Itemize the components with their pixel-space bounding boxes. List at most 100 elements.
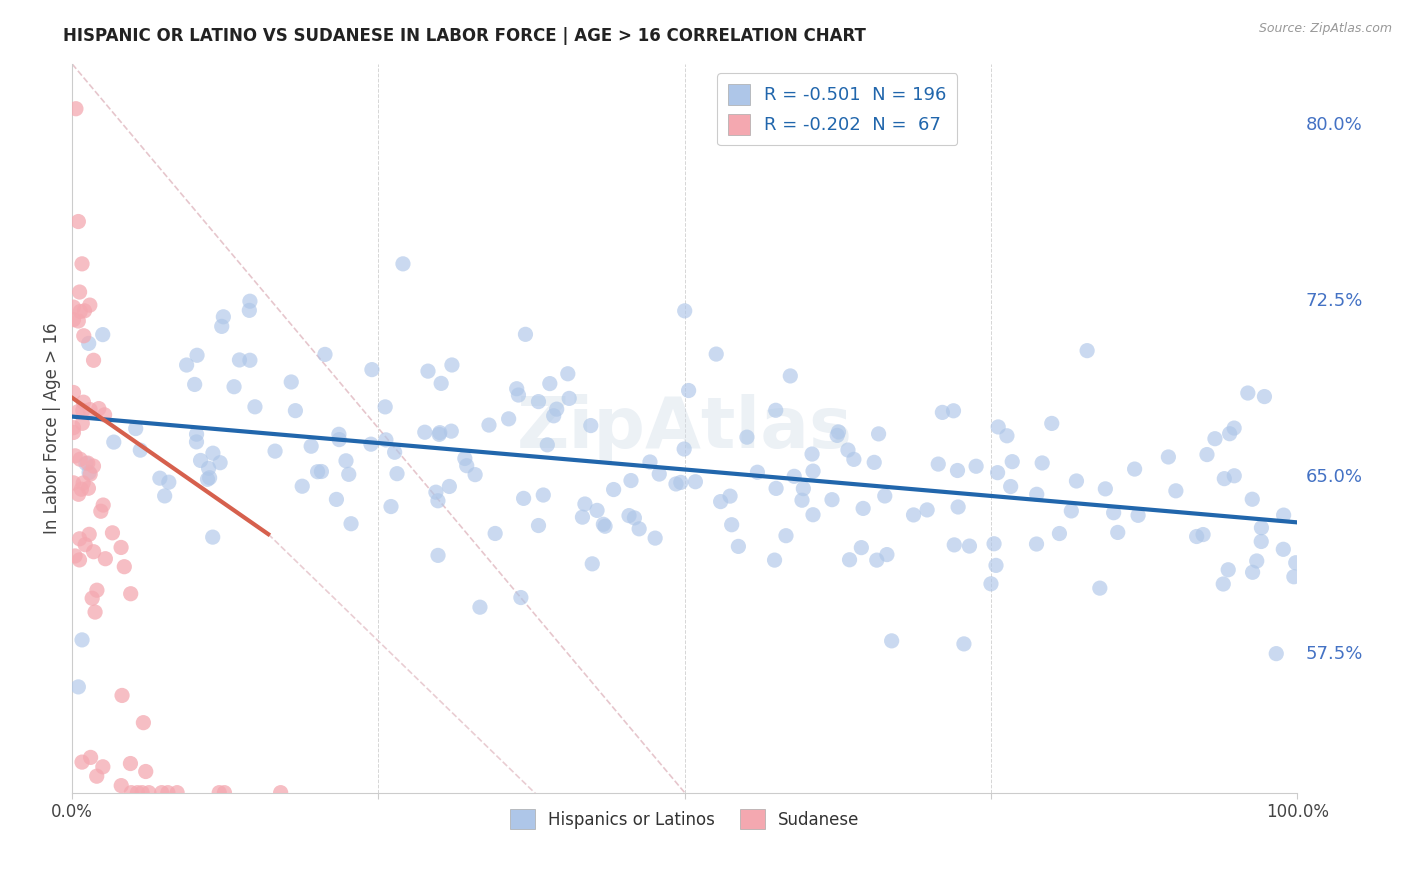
Point <box>538 376 561 391</box>
Point <box>783 469 806 483</box>
Point <box>1102 506 1125 520</box>
Point <box>337 467 360 482</box>
Point <box>1094 482 1116 496</box>
Point <box>983 537 1005 551</box>
Point <box>335 454 357 468</box>
Point <box>75 457 97 471</box>
Point <box>851 541 873 555</box>
Point <box>110 779 132 793</box>
Point <box>135 764 157 779</box>
Point <box>384 445 406 459</box>
Point <box>176 358 198 372</box>
Point <box>1031 456 1053 470</box>
Point <box>62 425 84 440</box>
Point <box>243 400 266 414</box>
Point <box>82 459 104 474</box>
Point <box>67 680 90 694</box>
Point <box>132 715 155 730</box>
Point <box>374 433 396 447</box>
Point <box>67 487 90 501</box>
Point <box>1001 455 1024 469</box>
Point <box>825 428 848 442</box>
Point <box>198 471 221 485</box>
Point <box>1213 472 1236 486</box>
Point <box>70 482 93 496</box>
Point <box>186 348 208 362</box>
Point <box>515 327 537 342</box>
Text: HISPANIC OR LATINO VS SUDANESE IN LABOR FORCE | AGE > 16 CORRELATION CHART: HISPANIC OR LATINO VS SUDANESE IN LABOR … <box>63 27 866 45</box>
Point <box>821 492 844 507</box>
Point <box>508 388 530 402</box>
Point <box>129 443 152 458</box>
Point <box>1164 483 1187 498</box>
Point <box>880 633 903 648</box>
Point <box>747 465 769 479</box>
Point <box>704 347 727 361</box>
Point <box>1218 563 1240 577</box>
Point <box>325 492 347 507</box>
Point <box>710 494 733 508</box>
Point <box>779 368 801 383</box>
Point <box>91 327 114 342</box>
Point <box>987 420 1010 434</box>
Point <box>1195 448 1218 462</box>
Point <box>527 394 550 409</box>
Point <box>291 479 314 493</box>
Point <box>66 405 89 419</box>
Point <box>546 402 568 417</box>
Point <box>110 541 132 555</box>
Point <box>543 409 565 423</box>
Point <box>801 447 824 461</box>
Point <box>67 214 90 228</box>
Point <box>69 452 91 467</box>
Point <box>648 467 671 481</box>
Point <box>852 501 875 516</box>
Point <box>673 442 696 456</box>
Point <box>239 353 262 368</box>
Point <box>127 786 149 800</box>
Point <box>211 319 233 334</box>
Point <box>775 529 797 543</box>
Point <box>1250 521 1272 535</box>
Point <box>138 786 160 800</box>
Point <box>1241 492 1264 507</box>
Point <box>62 420 84 434</box>
Point <box>623 511 645 525</box>
Point <box>83 353 105 368</box>
Point <box>222 380 245 394</box>
Point <box>837 443 859 458</box>
Point <box>617 508 640 523</box>
Point <box>1282 570 1305 584</box>
Point <box>790 493 813 508</box>
Point <box>527 518 550 533</box>
Point <box>1265 647 1288 661</box>
Point <box>1212 577 1234 591</box>
Point <box>63 549 86 563</box>
Point <box>425 485 447 500</box>
Point <box>720 517 742 532</box>
Point <box>328 427 350 442</box>
Point <box>628 522 651 536</box>
Point <box>69 532 91 546</box>
Point <box>212 310 235 324</box>
Point <box>239 294 262 309</box>
Point <box>1223 468 1246 483</box>
Point <box>1157 450 1180 464</box>
Point <box>1040 417 1063 431</box>
Point <box>536 438 558 452</box>
Point <box>427 549 450 563</box>
Point <box>186 427 208 442</box>
Point <box>792 482 814 496</box>
Point <box>112 559 135 574</box>
Point <box>69 304 91 318</box>
Point <box>959 539 981 553</box>
Point <box>392 257 415 271</box>
Point <box>120 786 142 800</box>
Point <box>77 481 100 495</box>
Point <box>70 257 93 271</box>
Point <box>876 548 898 562</box>
Point <box>328 433 350 447</box>
Point <box>763 553 786 567</box>
Point <box>512 491 534 506</box>
Point <box>77 336 100 351</box>
